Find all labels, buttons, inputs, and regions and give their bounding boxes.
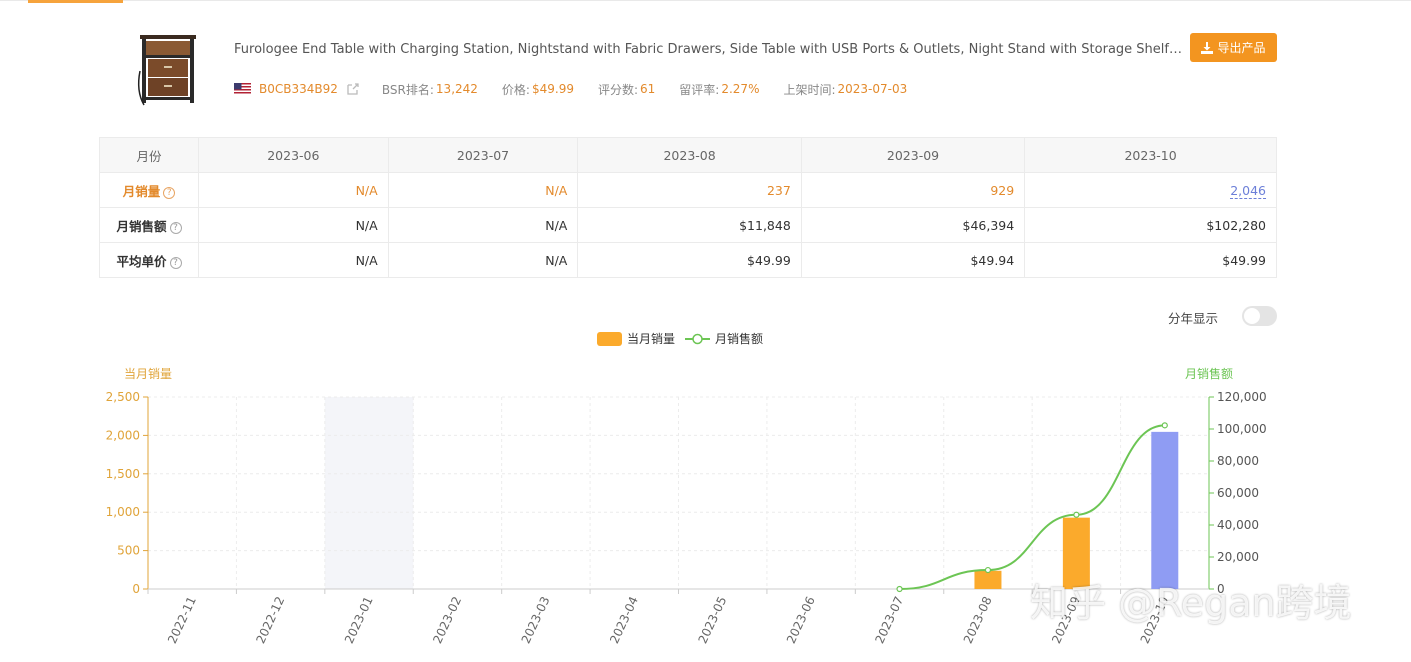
y-tick-label: 1,500 [106, 467, 140, 481]
x-tick-label: 2023-05 [696, 594, 730, 645]
y-tick-label: 2,500 [106, 390, 140, 404]
y-tick-label: 0 [132, 582, 140, 596]
y2-tick-label: 40,000 [1217, 518, 1259, 532]
table-header-row: 月份 2023-06 2023-07 2023-08 2023-09 2023-… [99, 137, 1277, 173]
help-icon[interactable]: ? [169, 221, 182, 234]
table-cell: $11,848 [577, 207, 802, 243]
watermark: 知乎 @Regan跨境 [1030, 581, 1352, 625]
table-cell: 237 [577, 172, 802, 208]
y2-tick-label: 0 [1217, 582, 1225, 596]
line-point-revenue [984, 566, 992, 574]
bsr-label: BSR排名: [381, 82, 434, 97]
table-cell: N/A [198, 172, 389, 208]
help-icon[interactable]: ? [163, 186, 176, 199]
month-column-header: 2023-10 [1024, 137, 1277, 173]
active-tab-indicator [28, 0, 123, 3]
table-cell: $49.99 [577, 242, 802, 278]
x-tick-label: 2022-12 [253, 594, 287, 645]
table-cell: N/A [198, 207, 389, 243]
month-header: 月份 [99, 137, 199, 173]
legend-label-units: 当月销量 [627, 332, 676, 346]
us-flag-icon [234, 83, 251, 95]
table-row-average-price: 平均单价? N/A N/A $49.99 $49.94 $49.99 [99, 242, 1277, 278]
bar-units [1062, 517, 1090, 589]
y2-tick-label: 20,000 [1217, 550, 1259, 564]
x-tick-label: 2023-04 [607, 594, 641, 645]
x-tick-label: 2023-03 [519, 594, 553, 645]
y2-axis-title: 月销售额 [1185, 366, 1233, 381]
top-divider [0, 0, 1411, 1]
legend-label-revenue: 月销售额 [715, 332, 764, 346]
help-icon[interactable]: ? [169, 256, 182, 269]
month-column-header: 2023-08 [577, 137, 802, 173]
table-cell: $49.99 [1024, 242, 1277, 278]
reviews-value: 61 [640, 82, 656, 96]
line-point-revenue [1073, 511, 1080, 518]
y2-tick-label: 120,000 [1217, 390, 1267, 404]
table-cell: N/A [387, 172, 579, 208]
monthly-sales-table: 月份 2023-06 2023-07 2023-08 2023-09 2023-… [99, 137, 1277, 278]
table-cell: N/A [387, 207, 579, 243]
table-cell: $102,280 [1024, 207, 1277, 243]
export-product-button[interactable]: 导出产品 [1190, 33, 1277, 62]
y2-tick-label: 80,000 [1217, 454, 1259, 468]
legend-item-revenue[interactable]: 月销售额 [685, 330, 763, 347]
review-rate-value: 2.27% [721, 82, 760, 96]
asin-link[interactable]: B0CB334B92 [259, 82, 338, 96]
legend-item-units[interactable]: 当月销量 [597, 330, 675, 347]
price-label: 价格: [501, 82, 530, 97]
x-tick-label: 2023-01 [342, 594, 376, 645]
y2-tick-label: 60,000 [1217, 486, 1259, 500]
x-tick-label: 2022-11 [165, 594, 199, 645]
table-cell: N/A [387, 242, 579, 278]
external-link-icon[interactable] [346, 82, 360, 96]
review-rate-label: 留评率: [679, 82, 720, 97]
sales-chart: 0 500 1,000 1,500 2,000 2,500 0 20,000 40,000 60,… [106, 366, 1267, 646]
bsr-value: 13,242 [435, 82, 478, 96]
export-button-label: 导出产品 [1217, 41, 1266, 55]
row-label-average-price: 平均单价? [99, 242, 199, 278]
table-row-monthly-units: 月销量? N/A N/A 237 929 2,046 [99, 172, 1277, 208]
product-thumbnail[interactable] [134, 31, 200, 109]
year-toggle-label: 分年显示 [1168, 311, 1219, 326]
table-row-monthly-revenue: 月销售额? N/A N/A $11,848 $46,394 $102,280 [99, 207, 1277, 243]
x-tick-label: 2023-08 [961, 594, 995, 645]
x-tick-label: 2023-07 [872, 594, 906, 645]
product-meta: B0CB334B92 BSR排名: 13,242 价格: $49.99 评分数:… [234, 80, 931, 98]
download-icon [1201, 41, 1214, 54]
table-cell: $49.94 [800, 242, 1026, 278]
chart-legend: 当月销量 月销售额 [597, 330, 773, 347]
highlight-band [324, 397, 414, 589]
reviews-label: 评分数: [597, 82, 639, 97]
line-point-revenue [1161, 422, 1168, 429]
y2-tick-label: 100,000 [1217, 422, 1267, 436]
table-cell: N/A [198, 242, 389, 278]
listed-date-value: 2023-07-03 [837, 82, 908, 96]
month-column-header: 2023-09 [800, 137, 1026, 173]
year-display-toggle[interactable] [1242, 306, 1277, 326]
table-cell-link[interactable]: 2,046 [1024, 172, 1277, 208]
product-title[interactable]: Furologee End Table with Charging Statio… [234, 42, 1184, 57]
x-tick-label: 2023-02 [430, 594, 464, 645]
line-revenue [899, 424, 1165, 590]
price-value: $49.99 [531, 82, 574, 96]
month-column-header: 2023-07 [387, 137, 579, 173]
month-column-header: 2023-06 [198, 137, 389, 173]
table-cell: $46,394 [800, 207, 1026, 243]
row-label-monthly-units: 月销量? [99, 172, 199, 208]
table-cell: 929 [800, 172, 1026, 208]
y-tick-label: 500 [117, 544, 140, 558]
bar-units [974, 570, 1002, 589]
legend-line-swatch [685, 333, 711, 344]
row-label-monthly-revenue: 月销售额? [99, 207, 199, 243]
bar-units [1151, 431, 1179, 589]
legend-bar-swatch [597, 331, 622, 346]
y-tick-label: 1,000 [106, 505, 140, 519]
y-tick-label: 2,000 [106, 428, 140, 442]
line-point-revenue [896, 585, 903, 593]
y-axis-title: 当月销量 [124, 367, 172, 381]
x-tick-label: 2023-06 [784, 594, 818, 645]
listed-date-label: 上架时间: [783, 82, 836, 97]
toggle-knob [1244, 308, 1260, 324]
